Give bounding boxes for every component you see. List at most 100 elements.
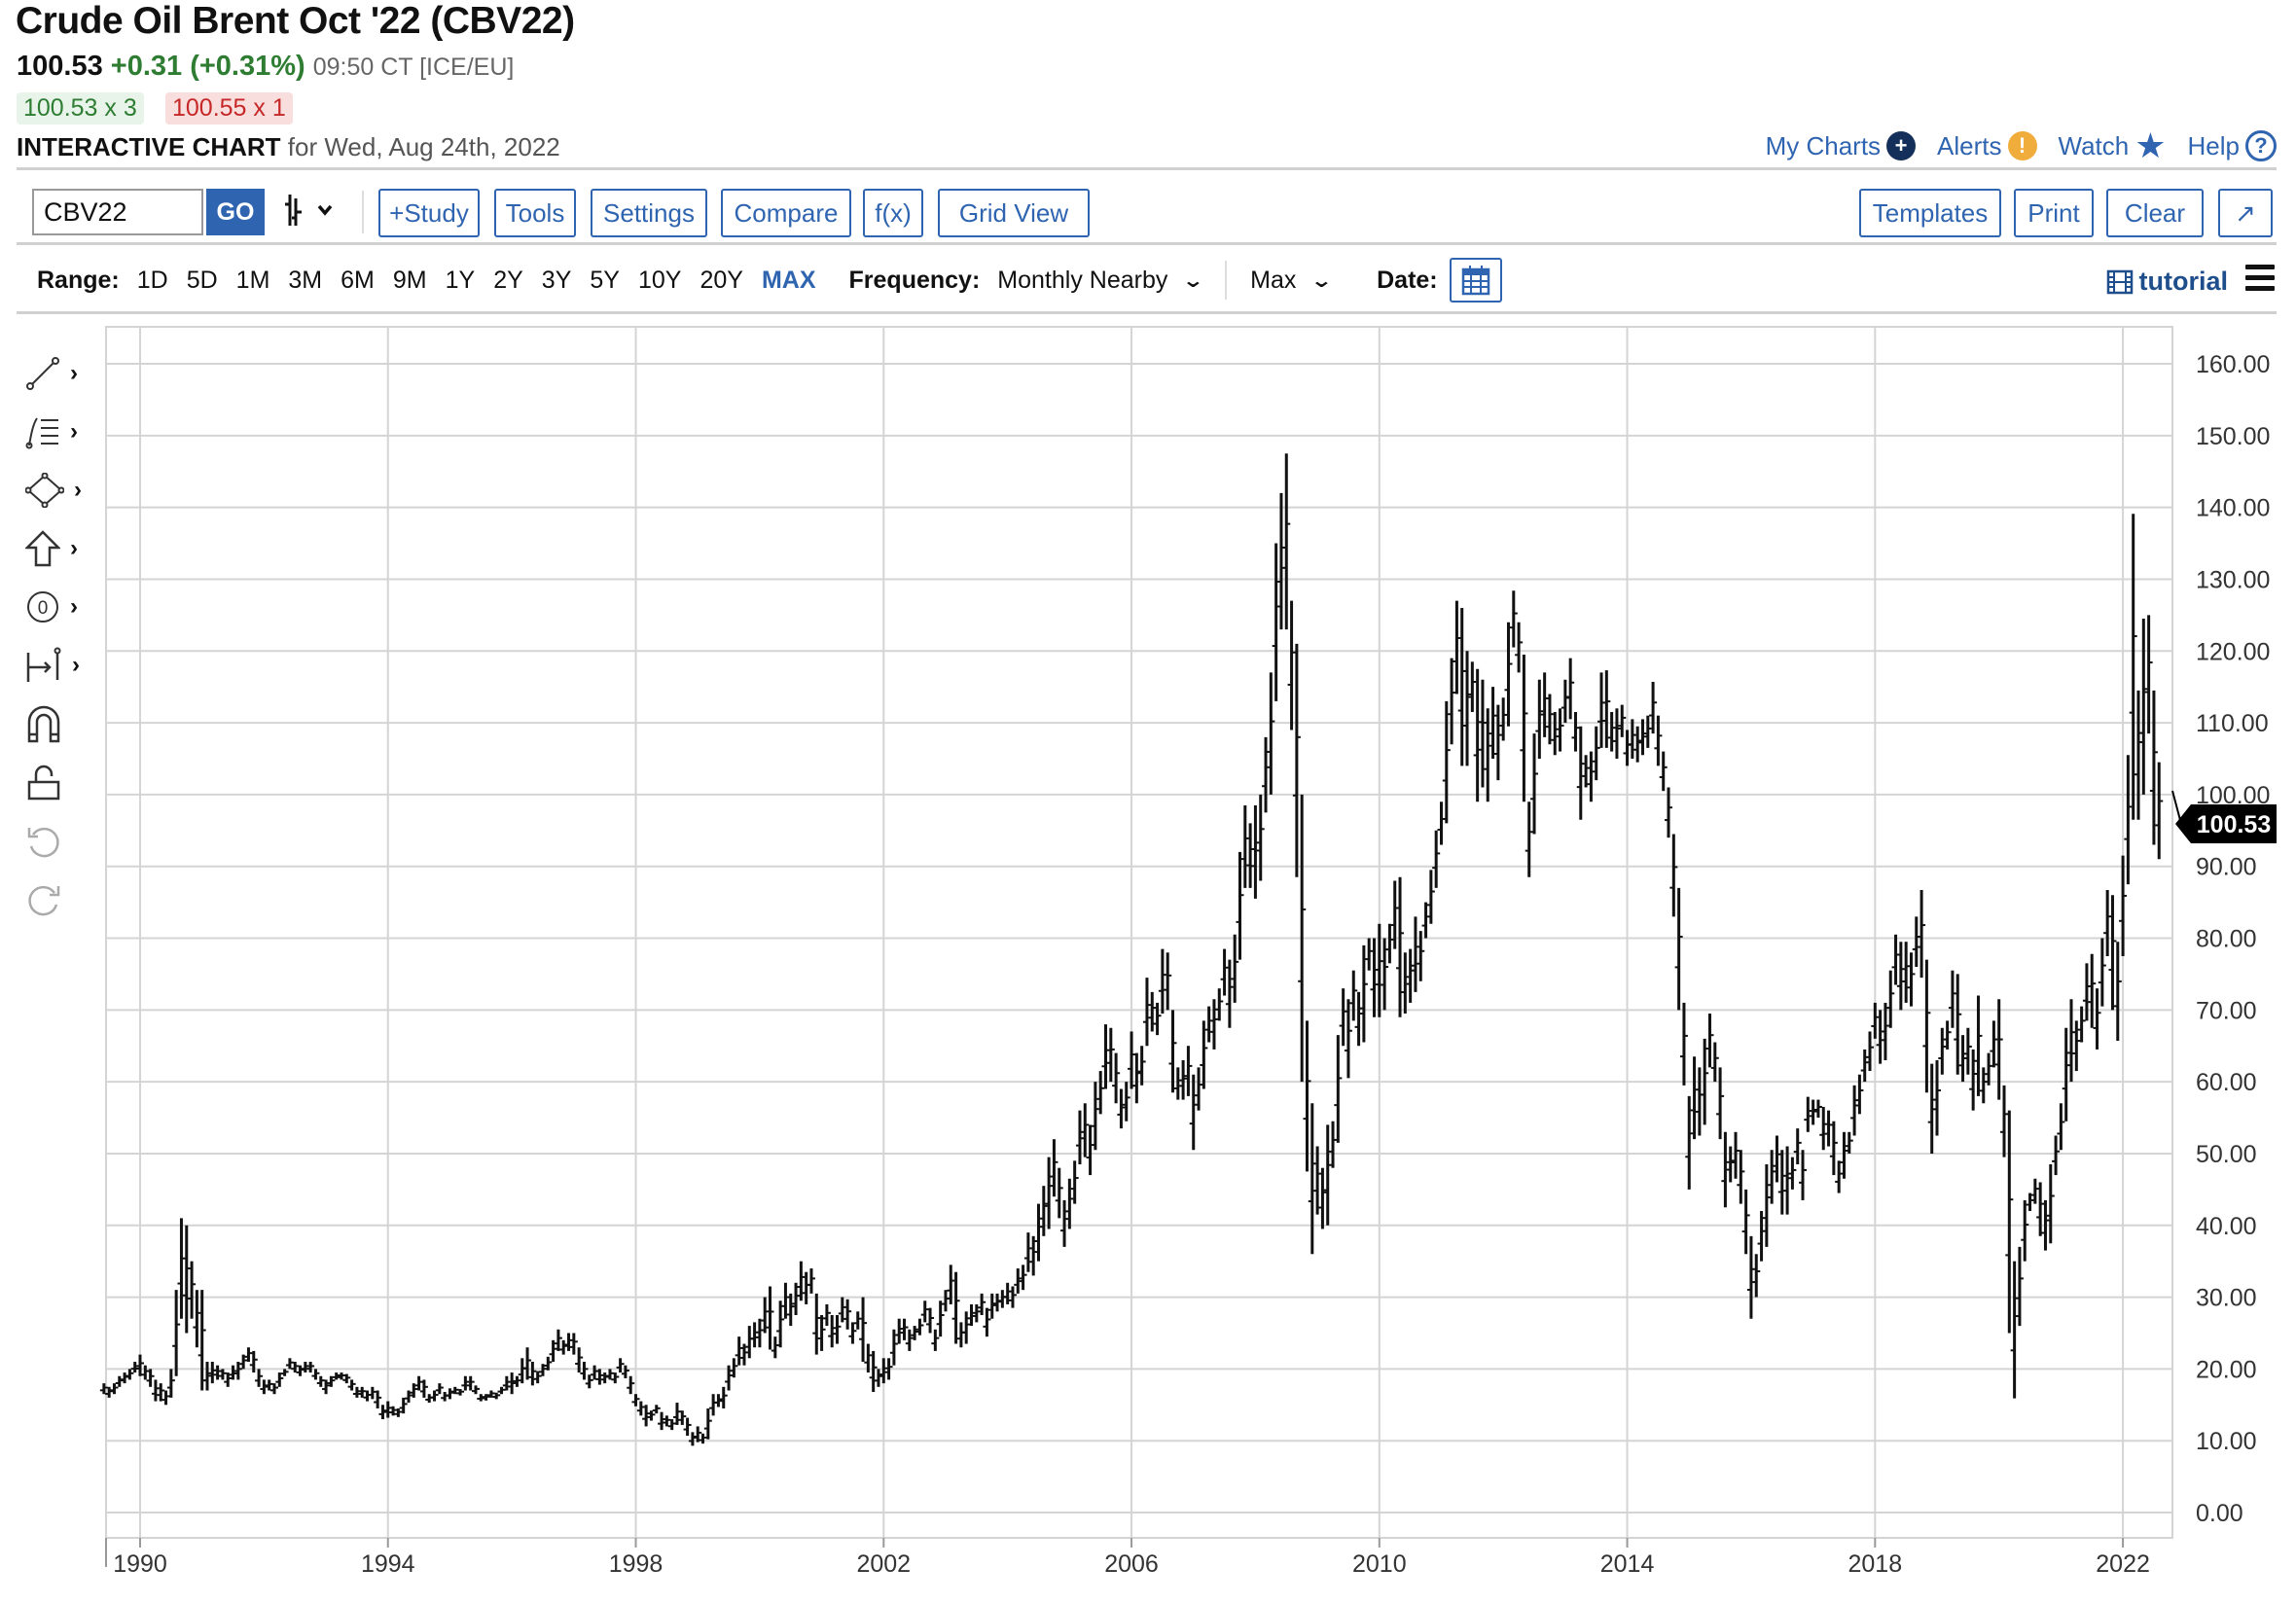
help-link[interactable]: Help ? bbox=[2188, 130, 2277, 161]
price-chart[interactable]: 100.53 0.00 10.00 20.00 30.00 40.00 50.00 60.0… bbox=[0, 313, 2296, 1603]
plot-frame bbox=[105, 326, 2173, 1539]
chart-type-dropdown[interactable] bbox=[282, 191, 341, 236]
calendar-button[interactable] bbox=[1449, 258, 1502, 303]
frequency-value: Monthly Nearby bbox=[997, 266, 1168, 294]
top-links: My Charts + Alerts ! Watch ★ Help ? bbox=[1765, 128, 2277, 163]
grid-view-button[interactable]: Grid View bbox=[938, 189, 1090, 237]
period-dropdown[interactable]: Max ⌄ bbox=[1250, 267, 1334, 295]
help-label: Help bbox=[2187, 130, 2240, 160]
chart-grid bbox=[105, 326, 2173, 1539]
last-price-label: 100.53 bbox=[2197, 811, 2271, 838]
undo-button[interactable] bbox=[25, 820, 84, 863]
shape-tool-button[interactable]: › bbox=[25, 469, 84, 512]
alerts-link[interactable]: Alerts ! bbox=[1937, 130, 2037, 161]
alerts-label: Alerts bbox=[1937, 130, 2002, 160]
range-6m[interactable]: 6M bbox=[341, 266, 375, 294]
chevron-down-icon: ⌄ bbox=[1182, 269, 1205, 292]
chevron-right-icon: › bbox=[70, 418, 78, 445]
redo-button[interactable] bbox=[25, 878, 84, 921]
plus-circle-icon: + bbox=[1886, 131, 1917, 160]
range-3y[interactable]: 3Y bbox=[541, 266, 572, 294]
symbol-input[interactable]: CBV22 bbox=[32, 189, 203, 235]
range-5d[interactable]: 5D bbox=[186, 266, 218, 294]
bar-chart-type-icon bbox=[285, 195, 333, 226]
unlock-icon bbox=[27, 765, 60, 801]
range-1m[interactable]: 1M bbox=[235, 266, 270, 294]
y-axis: 0.00 10.00 20.00 30.00 40.00 50.00 60.00 70.00 8… bbox=[2196, 351, 2270, 1527]
date-label: Date: bbox=[1377, 266, 1438, 294]
y-tick-label: 0.00 bbox=[2196, 1500, 2243, 1527]
chart-heading: INTERACTIVE CHART for Wed, Aug 24th, 202… bbox=[17, 132, 560, 162]
frequency-dropdown[interactable]: Monthly Nearby ⌄ bbox=[997, 266, 1205, 295]
quote-line: 100.53 +0.31 (+0.31%) 09:50 CT [ICE/EU] bbox=[17, 51, 514, 83]
x-tick-label: 1994 bbox=[361, 1550, 415, 1578]
range-1y[interactable]: 1Y bbox=[445, 266, 476, 294]
print-button[interactable]: Print bbox=[2014, 189, 2094, 237]
hamburger-menu-icon[interactable] bbox=[2245, 265, 2275, 297]
y-tick-label: 130.00 bbox=[2196, 566, 2270, 593]
trend-line-icon bbox=[26, 357, 59, 390]
range-10y[interactable]: 10Y bbox=[637, 266, 682, 294]
my-charts-label: My Charts bbox=[1765, 130, 1882, 160]
x-tick-label: 2018 bbox=[1848, 1550, 1903, 1578]
templates-button[interactable]: Templates bbox=[1859, 189, 2001, 237]
tutorial-link[interactable]: tutorial bbox=[2106, 267, 2228, 297]
tools-button[interactable]: Tools bbox=[494, 189, 576, 237]
clear-button[interactable]: Clear bbox=[2106, 189, 2204, 237]
y-tick-label: 110.00 bbox=[2196, 710, 2269, 737]
fibonacci-tool-button[interactable]: › bbox=[25, 410, 84, 453]
chevron-right-icon: › bbox=[70, 360, 78, 386]
range-2y[interactable]: 2Y bbox=[493, 266, 523, 294]
ohlc-bars bbox=[99, 453, 2164, 1446]
compare-button[interactable]: Compare bbox=[721, 189, 851, 237]
x-axis: 1990 1994 1998 2002 2006 2010 2014 2018 2022 bbox=[105, 1538, 2150, 1578]
chart-date: for Wed, Aug 24th, 2022 bbox=[287, 132, 560, 161]
annotation-tool-button[interactable]: 0 › bbox=[25, 586, 84, 628]
undo-icon bbox=[27, 827, 59, 858]
range-9m[interactable]: 9M bbox=[392, 266, 427, 294]
x-tick-label: 2006 bbox=[1104, 1550, 1159, 1578]
y-tick-label: 160.00 bbox=[2196, 351, 2270, 378]
range-3m[interactable]: 3M bbox=[288, 266, 323, 294]
fx-button[interactable]: f(x) bbox=[863, 189, 923, 237]
dropdown-separator bbox=[1225, 261, 1228, 300]
y-tick-label: 50.00 bbox=[2196, 1141, 2257, 1168]
frequency-label: Frequency: bbox=[848, 266, 981, 294]
line-tool-button[interactable]: › bbox=[25, 352, 84, 395]
divider bbox=[17, 167, 2277, 170]
chevron-down-icon: ⌄ bbox=[1310, 269, 1334, 292]
x-tick-label: 2002 bbox=[856, 1550, 911, 1578]
measure-icon bbox=[26, 647, 61, 682]
chevron-right-icon: › bbox=[70, 535, 78, 561]
y-tick-label: 120.00 bbox=[2196, 638, 2270, 665]
range-1d[interactable]: 1D bbox=[136, 266, 168, 294]
watch-link[interactable]: Watch ★ bbox=[2059, 128, 2167, 163]
fibonacci-icon bbox=[25, 417, 58, 449]
range-label: Range: bbox=[37, 266, 120, 294]
y-tick-label: 70.00 bbox=[2196, 997, 2257, 1024]
alert-icon: ! bbox=[2007, 131, 2037, 160]
chevron-right-icon: › bbox=[74, 477, 82, 503]
range-5y[interactable]: 5Y bbox=[590, 266, 620, 294]
last-price-marker bbox=[2175, 803, 2277, 843]
magnet-button[interactable] bbox=[25, 702, 84, 745]
x-tick-label: 2010 bbox=[1352, 1550, 1407, 1578]
settings-button[interactable]: Settings bbox=[591, 189, 707, 237]
svg-text:0: 0 bbox=[38, 598, 49, 619]
lock-button[interactable] bbox=[25, 762, 84, 804]
arrow-up-icon bbox=[25, 530, 60, 567]
price-change: +0.31 (+0.31%) bbox=[110, 51, 305, 82]
bid-badge: 100.53 x 3 bbox=[17, 92, 144, 125]
divider bbox=[17, 242, 2277, 245]
study-button[interactable]: +Study bbox=[378, 189, 480, 237]
my-charts-link[interactable]: My Charts + bbox=[1765, 130, 1917, 161]
expand-button[interactable]: ↗ bbox=[2218, 189, 2273, 237]
x-tick-label: 1990 bbox=[113, 1550, 167, 1578]
film-icon bbox=[2106, 269, 2133, 294]
arrow-tool-button[interactable]: › bbox=[25, 527, 84, 570]
y-tick-label: 20.00 bbox=[2196, 1356, 2257, 1383]
range-20y[interactable]: 20Y bbox=[700, 266, 743, 294]
go-button[interactable]: GO bbox=[206, 189, 265, 235]
range-max[interactable]: MAX bbox=[761, 266, 816, 294]
measure-tool-button[interactable]: › bbox=[25, 644, 84, 687]
